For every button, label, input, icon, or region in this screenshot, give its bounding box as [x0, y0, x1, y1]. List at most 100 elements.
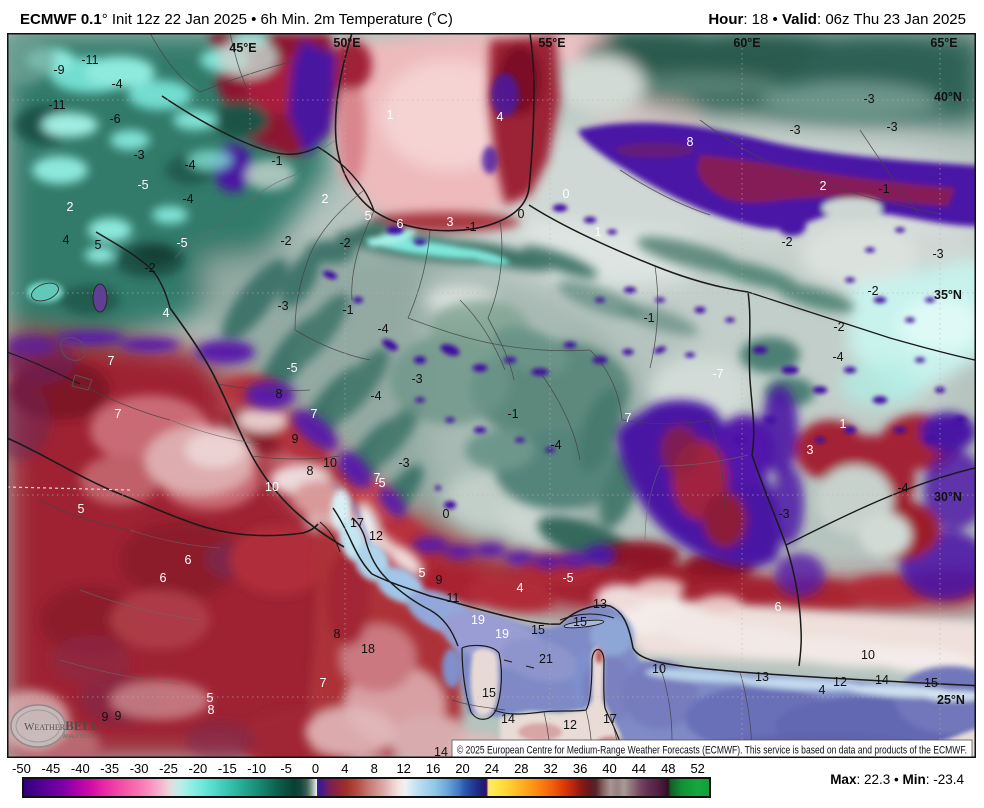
- svg-text:21: 21: [539, 652, 553, 666]
- svg-text:-4: -4: [832, 350, 843, 364]
- svg-text:-1: -1: [342, 303, 353, 317]
- svg-text:3: 3: [447, 215, 454, 229]
- svg-text:-3: -3: [789, 123, 800, 137]
- svg-text:7: 7: [311, 407, 318, 421]
- svg-text:-3: -3: [398, 456, 409, 470]
- svg-text:10: 10: [265, 480, 279, 494]
- svg-text:12: 12: [833, 675, 847, 689]
- svg-text:-3: -3: [778, 507, 789, 521]
- svg-text:9: 9: [115, 709, 122, 723]
- svg-text:-3: -3: [277, 299, 288, 313]
- svg-text:5: 5: [95, 238, 102, 252]
- svg-text:6: 6: [160, 571, 167, 585]
- svg-text:-5: -5: [286, 361, 297, 375]
- svg-text:12: 12: [563, 718, 577, 732]
- svg-text:5: 5: [365, 209, 372, 223]
- svg-text:-2: -2: [339, 236, 350, 250]
- svg-text:-11: -11: [81, 53, 98, 67]
- svg-text:17: 17: [603, 712, 617, 726]
- svg-text:-1: -1: [878, 182, 889, 196]
- svg-text:14: 14: [501, 712, 515, 726]
- svg-text:2: 2: [820, 179, 827, 193]
- svg-text:-4: -4: [111, 77, 122, 91]
- svg-text:6: 6: [775, 600, 782, 614]
- svg-text:-1: -1: [271, 154, 282, 168]
- svg-text:30°N: 30°N: [934, 490, 962, 504]
- svg-text:17: 17: [350, 516, 364, 530]
- svg-text:11: 11: [447, 591, 460, 605]
- svg-text:-3: -3: [932, 247, 943, 261]
- svg-text:-4: -4: [550, 438, 561, 452]
- svg-text:0: 0: [563, 187, 570, 201]
- svg-text:25°N: 25°N: [937, 693, 965, 707]
- svg-text:8: 8: [208, 703, 215, 717]
- svg-text:-4: -4: [897, 481, 908, 495]
- svg-text:7: 7: [320, 676, 327, 690]
- svg-text:-9: -9: [53, 63, 64, 77]
- svg-text:9: 9: [436, 573, 443, 587]
- svg-text:-5: -5: [137, 178, 148, 192]
- svg-text:-2: -2: [144, 261, 155, 275]
- svg-text:1: 1: [595, 225, 602, 239]
- svg-text:40°N: 40°N: [934, 90, 962, 104]
- svg-text:15: 15: [573, 615, 587, 629]
- svg-text:6: 6: [185, 553, 192, 567]
- svg-text:35°N: 35°N: [934, 288, 962, 302]
- svg-text:8: 8: [687, 135, 694, 149]
- svg-text:13: 13: [755, 670, 769, 684]
- svg-text:2: 2: [67, 200, 74, 214]
- svg-text:-11: -11: [48, 98, 65, 112]
- svg-text:65°E: 65°E: [930, 36, 957, 50]
- svg-text:-5: -5: [562, 571, 573, 585]
- svg-text:2: 2: [322, 192, 329, 206]
- svg-text:-1: -1: [465, 220, 476, 234]
- svg-text:-2: -2: [280, 234, 291, 248]
- svg-text:3: 3: [807, 443, 814, 457]
- svg-text:-2: -2: [867, 284, 878, 298]
- svg-text:7: 7: [115, 407, 122, 421]
- svg-text:7: 7: [625, 411, 632, 425]
- svg-text:15: 15: [924, 676, 938, 690]
- svg-text:50°E: 50°E: [333, 36, 360, 50]
- svg-text:1: 1: [840, 417, 847, 431]
- svg-text:4: 4: [163, 306, 170, 320]
- svg-text:8: 8: [334, 627, 341, 641]
- svg-text:19: 19: [495, 627, 509, 641]
- svg-text:-3: -3: [863, 92, 874, 106]
- svg-text:-2: -2: [781, 235, 792, 249]
- svg-text:10: 10: [323, 456, 337, 470]
- svg-text:7: 7: [108, 354, 115, 368]
- svg-text:5: 5: [78, 502, 85, 516]
- svg-text:-3: -3: [411, 372, 422, 386]
- svg-text:12: 12: [369, 529, 383, 543]
- svg-text:14: 14: [434, 745, 448, 759]
- svg-text:-5: -5: [176, 236, 187, 250]
- svg-text:18: 18: [361, 642, 375, 656]
- svg-text:6: 6: [397, 217, 404, 231]
- svg-text:15: 15: [482, 686, 496, 700]
- svg-text:0: 0: [443, 507, 450, 521]
- svg-text:-4: -4: [184, 158, 195, 172]
- svg-text:-1: -1: [507, 407, 518, 421]
- svg-text:9: 9: [292, 432, 299, 446]
- svg-text:10: 10: [861, 648, 875, 662]
- svg-text:-7: -7: [712, 367, 723, 381]
- svg-text:5: 5: [419, 566, 426, 580]
- svg-text:-1: -1: [643, 311, 654, 325]
- svg-text:1: 1: [387, 108, 394, 122]
- svg-text:-4: -4: [182, 192, 193, 206]
- svg-text:4: 4: [497, 110, 504, 124]
- svg-text:15: 15: [531, 623, 545, 637]
- svg-text:-4: -4: [370, 389, 381, 403]
- svg-text:8: 8: [276, 387, 283, 401]
- svg-text:-2: -2: [833, 320, 844, 334]
- svg-text:5: 5: [207, 691, 214, 705]
- svg-text:4: 4: [63, 233, 70, 247]
- svg-text:9: 9: [102, 710, 109, 724]
- svg-text:0: 0: [518, 207, 525, 221]
- svg-text:ANALYTICS LLC: ANALYTICS LLC: [63, 734, 101, 740]
- svg-text:55°E: 55°E: [538, 36, 565, 50]
- svg-text:45°E: 45°E: [229, 41, 256, 55]
- svg-text:14: 14: [875, 673, 889, 687]
- svg-text:19: 19: [471, 613, 485, 627]
